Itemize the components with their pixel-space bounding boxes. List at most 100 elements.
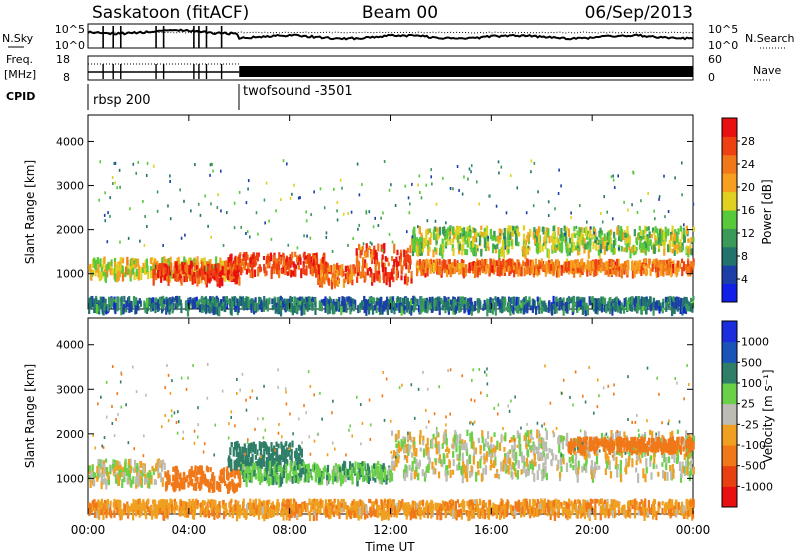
power-cell [676, 260, 679, 268]
power-cell [645, 306, 648, 315]
velocity-cell [197, 483, 201, 489]
power-sparse-cell [139, 239, 141, 243]
power-cell [534, 264, 537, 272]
power-cell [595, 242, 598, 251]
power-cell [386, 272, 389, 282]
power-cell [619, 233, 622, 240]
power-cell [225, 296, 228, 301]
power-cell [472, 248, 475, 255]
velocity-cell [317, 466, 320, 472]
velocity-cell [222, 468, 225, 477]
velocity-cell [223, 467, 226, 472]
velocity-cell [186, 475, 189, 482]
power-cell [149, 266, 153, 273]
power-cell [282, 252, 285, 257]
power-cell [390, 304, 393, 314]
power-sparse-cell [296, 246, 299, 250]
velocity-cell [394, 451, 397, 457]
power-cell [94, 259, 97, 264]
velocity-cell [322, 467, 325, 478]
power-cell [160, 269, 163, 276]
power-cell [599, 302, 602, 311]
power-cell [363, 295, 366, 302]
power-cell [594, 266, 597, 277]
velocity-cell [107, 479, 110, 485]
velocity-cell [236, 440, 239, 447]
power-cell [622, 232, 625, 241]
power-sparse-cell [127, 236, 130, 240]
power-cell [460, 264, 463, 275]
power-sparse-cell [358, 193, 361, 197]
power-cell [403, 305, 406, 311]
power-cell [209, 268, 212, 273]
velocity-cell [94, 472, 97, 479]
power-cell [531, 266, 534, 274]
power-sparse-cell [293, 183, 295, 187]
power-cell [134, 297, 137, 306]
power-cell [486, 241, 490, 247]
velocity-cell [99, 473, 102, 478]
power-cell [532, 231, 535, 240]
power-cell [672, 235, 675, 243]
velocity-cell [488, 446, 492, 455]
power-cell [319, 258, 323, 268]
power-sparse-cell [663, 174, 665, 178]
power-cell [97, 305, 100, 312]
velocity-cell [510, 464, 513, 471]
power-cell [278, 268, 281, 279]
power-ytick-label: 1000 [56, 268, 84, 281]
power-cell [648, 260, 651, 266]
power-cell [355, 248, 358, 256]
velocity-cell [377, 472, 380, 479]
power-cell [192, 258, 195, 267]
power-sparse-cell [169, 174, 171, 178]
power-sparse-cell [310, 213, 312, 217]
velocity-cell [172, 474, 175, 482]
velocity-cell [219, 483, 222, 492]
power-cell [163, 272, 166, 281]
power-cell [682, 261, 685, 272]
power-cell [285, 305, 288, 312]
power-cell [208, 270, 211, 278]
power-cell [189, 297, 192, 304]
power-cell [116, 262, 120, 271]
power-sparse-cell [282, 159, 285, 163]
power-cell [361, 300, 364, 305]
velocity-cell [198, 466, 201, 473]
power-cell [595, 298, 598, 308]
power-sparse-cell [104, 219, 107, 223]
power-cell [340, 300, 344, 305]
power-cell [579, 268, 582, 278]
power-cell [240, 269, 243, 276]
power-cell [524, 239, 528, 246]
velocity-cell [107, 471, 110, 482]
velocity-cell [484, 438, 487, 447]
velocity-cell [278, 455, 281, 466]
power-cell [591, 301, 594, 311]
power-cell [324, 299, 327, 306]
power-cell [368, 245, 371, 251]
power-cell [425, 258, 429, 265]
power-cell [608, 298, 611, 309]
power-cell [409, 259, 412, 265]
velocity-cell [513, 440, 516, 451]
velocity-cell [496, 440, 499, 450]
velocity-cell [349, 474, 352, 481]
power-cell [641, 262, 644, 270]
power-cell [345, 303, 348, 313]
power-cell [208, 303, 211, 309]
power-cell [136, 258, 140, 267]
power-cell [330, 265, 333, 275]
power-cell [320, 299, 323, 305]
velocity-cell [366, 468, 369, 474]
velocity-cell [290, 457, 293, 463]
power-cell [538, 259, 541, 266]
power-cell [676, 244, 679, 249]
power-sparse-cell [357, 227, 359, 231]
power-cell [456, 297, 460, 302]
power-cell [495, 260, 498, 267]
velocity-cell [458, 449, 461, 457]
power-cell [427, 248, 430, 257]
power-cell [674, 244, 677, 251]
